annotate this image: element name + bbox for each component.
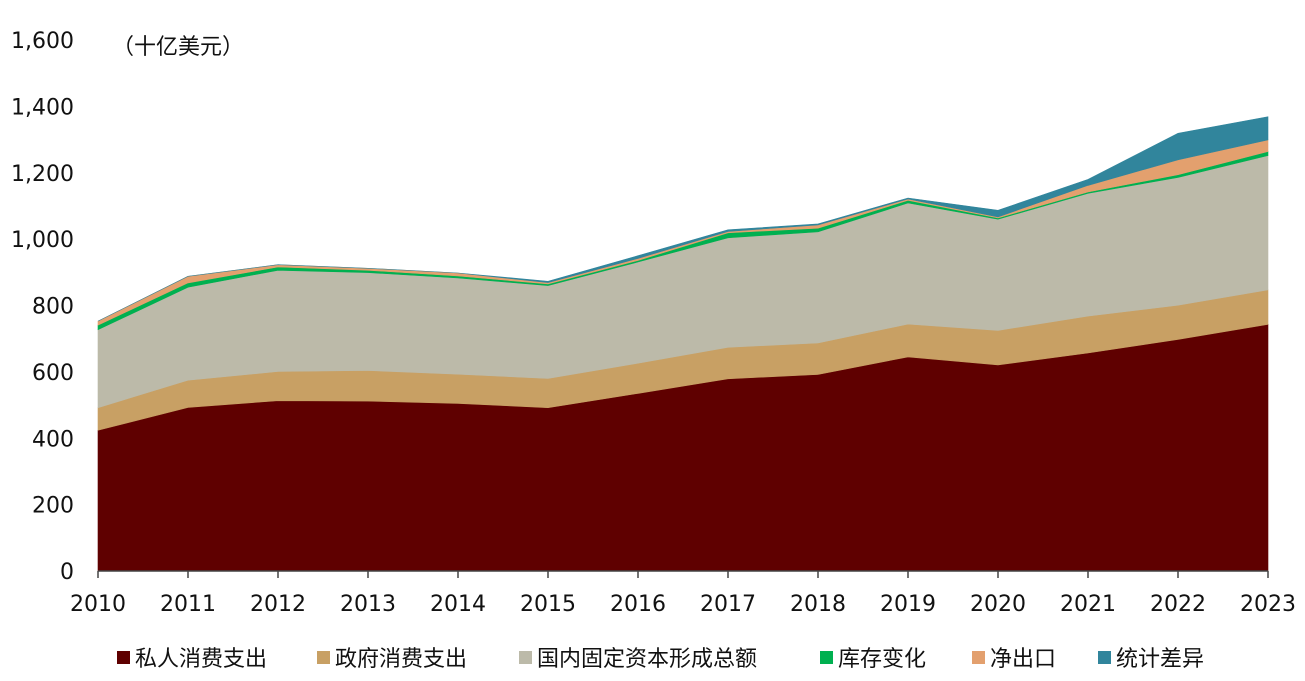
x-tick-label: 2023: [1240, 592, 1296, 617]
x-tick-label: 2015: [520, 592, 576, 617]
x-tick-label: 2017: [700, 592, 756, 617]
y-tick-label: 0: [60, 560, 74, 585]
legend-swatch: [1098, 651, 1111, 664]
x-tick-label: 2014: [430, 592, 486, 617]
x-tick-label: 2016: [610, 592, 666, 617]
legend-swatch: [519, 651, 532, 664]
y-tick-label: 200: [32, 494, 74, 519]
legend-item: 政府消费支出: [317, 647, 467, 672]
y-tick-label: 1,000: [11, 228, 74, 253]
legend-item: 国内固定资本形成总额: [519, 647, 757, 672]
legend-label: 私人消费支出: [135, 647, 267, 672]
legend-label: 国内固定资本形成总额: [537, 647, 757, 672]
y-tick-label: 400: [32, 427, 74, 452]
x-tick-label: 2020: [970, 592, 1026, 617]
x-tick-label: 2013: [340, 592, 396, 617]
legend-label: 政府消费支出: [335, 647, 467, 672]
y-tick-label: 600: [32, 361, 74, 386]
x-tick-label: 2021: [1060, 592, 1116, 617]
x-tick-label: 2012: [250, 592, 306, 617]
y-tick-label: 1,200: [11, 162, 74, 187]
x-tick-label: 2011: [160, 592, 216, 617]
legend-label: 净出口: [990, 647, 1056, 672]
x-tick-label: 2010: [70, 592, 126, 617]
legend-item: 私人消费支出: [117, 647, 267, 672]
legend-swatch: [820, 651, 833, 664]
unit-label: （十亿美元）: [112, 35, 244, 60]
x-tick-label: 2019: [880, 592, 936, 617]
legend: 私人消费支出 政府消费支出 国内固定资本形成总额 库存变化 净出口 统计差异: [117, 647, 1204, 672]
legend-label: 统计差异: [1116, 647, 1204, 672]
legend-label: 库存变化: [838, 647, 926, 672]
x-tick-label: 2022: [1150, 592, 1206, 617]
legend-item: 库存变化: [820, 647, 926, 672]
y-tick-label: 1,600: [11, 29, 74, 54]
y-axis-ticks: 0 200 400 600 800 1,000 1,200 1,400 1,600: [11, 29, 74, 585]
area-series-5: [97, 116, 1269, 322]
legend-item: 净出口: [972, 647, 1056, 672]
legend-swatch: [317, 651, 330, 664]
x-tick-label: 2018: [790, 592, 846, 617]
x-axis-ticks: 2010 2011 2012 2013 2014 2015 2016 2017 2018 2019…: [70, 571, 1296, 617]
legend-item: 统计差异: [1098, 647, 1204, 672]
legend-swatch: [117, 651, 130, 664]
y-tick-label: 1,400: [11, 95, 74, 120]
area-layer: [97, 116, 1269, 572]
legend-swatch: [972, 651, 985, 664]
y-tick-label: 800: [32, 295, 74, 320]
